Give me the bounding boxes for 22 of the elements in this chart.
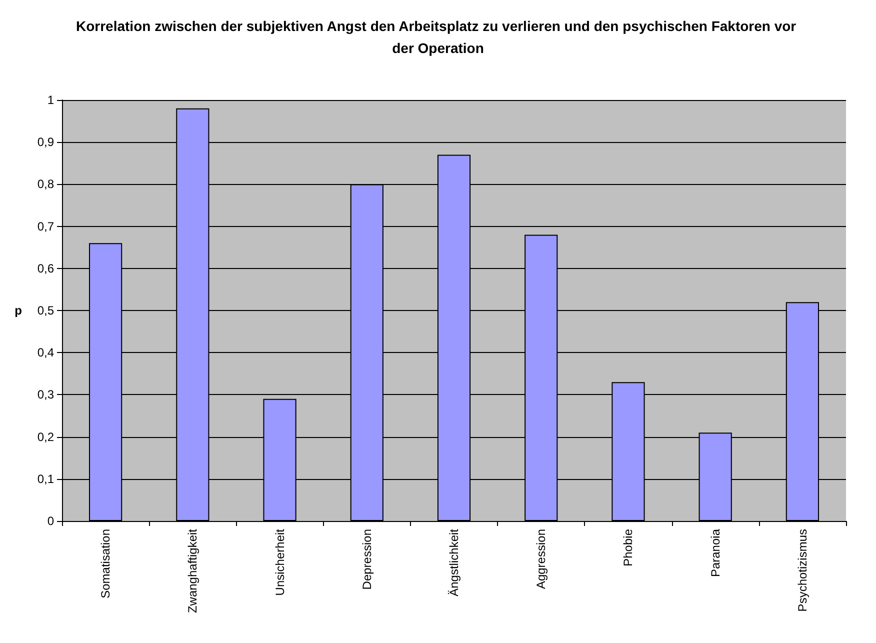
x-tick-label: Zwanghaftigkeit — [186, 528, 200, 614]
x-tick-label: Aggression — [534, 529, 548, 590]
y-tick-label: 0,4 — [37, 346, 54, 360]
y-tick-label: 0,7 — [37, 219, 54, 234]
y-tick-label: 0,5 — [37, 304, 54, 318]
y-tick-label: 0,9 — [37, 135, 54, 150]
y-tick-label: 1 — [47, 93, 54, 107]
x-tick-label: Phobie — [621, 528, 636, 566]
x-tick-label: Unsicherheit — [272, 528, 287, 596]
y-tick-label: 0 — [47, 514, 54, 528]
y-tick-label: 0,2 — [37, 430, 54, 444]
y-tick-label: 0,6 — [37, 261, 54, 276]
y-axis-title: p — [14, 304, 22, 318]
x-tick-label: Depression — [360, 529, 374, 590]
y-tick-label: 0,1 — [37, 472, 54, 486]
x-tick-label: Paranoia — [708, 528, 722, 578]
x-tick-label: Somatisation — [98, 529, 113, 598]
x-tick-label: Psychotizismus — [795, 529, 810, 612]
chart-title: Korrelation zwischen der subjektiven Angst den Arbeitsplatz zu verlieren und den psychischen Faktoren vor der Operation — [76, 18, 800, 56]
x-tick-label: Ängstlichkeit — [447, 528, 461, 596]
y-tick-label: 0,3 — [37, 388, 54, 402]
y-tick-label: 0,8 — [37, 177, 54, 192]
